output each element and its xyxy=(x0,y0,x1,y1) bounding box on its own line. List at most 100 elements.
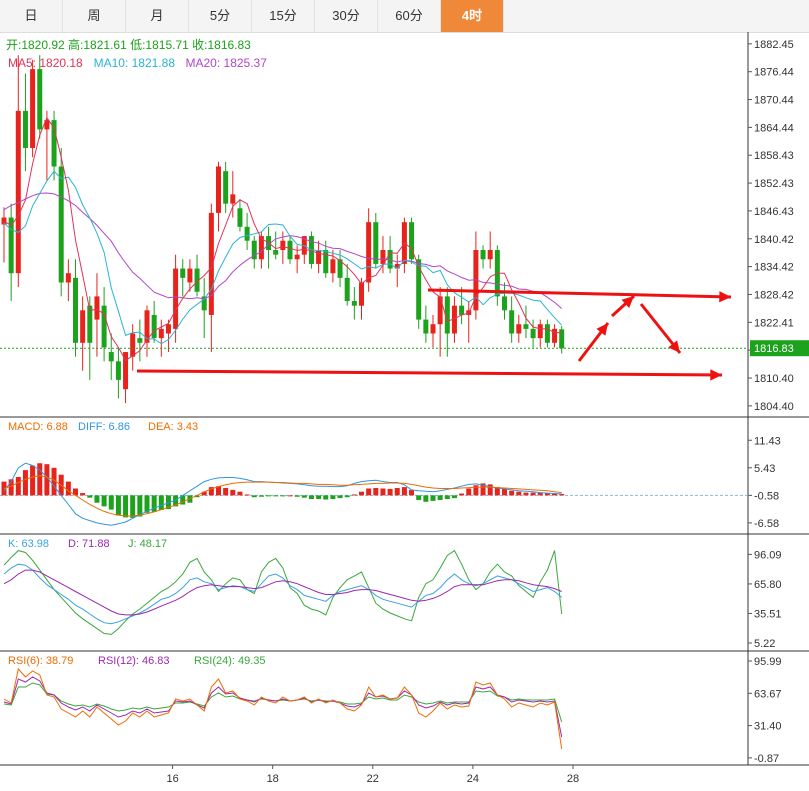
chart-canvas: 1882.45 1876.44 1870.44 1864.44 1858.43 1852.… xyxy=(0,32,809,785)
ma10-line xyxy=(3,170,563,345)
candle-body xyxy=(316,250,322,264)
macd-axis-tick-label: 5.43 xyxy=(754,463,775,475)
macd-bar xyxy=(509,490,515,496)
candle-body xyxy=(237,208,243,227)
kdj-axis-tick-label: 5.22 xyxy=(754,638,775,650)
candle-body xyxy=(108,352,114,362)
rsi12-line xyxy=(3,676,563,738)
kdj-legend-item: J: 48.17 xyxy=(128,538,167,550)
macd-bar xyxy=(258,495,264,497)
macd-bar xyxy=(459,493,465,496)
ma5-line xyxy=(3,116,562,362)
candle-body xyxy=(323,250,329,274)
macd-bar xyxy=(30,465,36,496)
kdj-axis-tick-label: 96.09 xyxy=(754,549,782,561)
candle-body xyxy=(87,305,93,343)
candle-body xyxy=(80,310,86,343)
macd-bar xyxy=(15,477,21,496)
macd-bar xyxy=(308,495,314,500)
macd-bar xyxy=(137,495,143,517)
macd-bar xyxy=(65,481,71,496)
macd-bar xyxy=(280,495,286,497)
candle-body xyxy=(22,110,28,148)
resistance-arrow-shaft xyxy=(427,288,732,299)
tab-4hour[interactable]: 4时 xyxy=(441,0,504,32)
candle-body xyxy=(165,324,171,334)
candle-body xyxy=(216,166,221,213)
candle-body xyxy=(430,324,436,334)
macd-bar xyxy=(37,463,43,496)
candle-body xyxy=(251,240,257,260)
macd-bar xyxy=(366,488,372,496)
price-axis-tick-label: 1822.41 xyxy=(754,317,794,329)
price-axis-tick-label: 1852.43 xyxy=(754,178,794,190)
macd-bar xyxy=(401,487,407,496)
tab-15min[interactable]: 15分 xyxy=(252,0,315,32)
macd-bar xyxy=(244,494,250,496)
macd-bar xyxy=(516,491,522,496)
macd-bar xyxy=(173,495,179,507)
price-axis-tick-label: 1858.43 xyxy=(754,150,794,162)
rsi6-line xyxy=(3,667,563,750)
price-axis-tick-label: 1810.40 xyxy=(754,373,794,385)
kdj-axis-tick-label: 35.51 xyxy=(754,608,782,620)
macd-bar xyxy=(409,489,415,496)
macd-bar xyxy=(559,493,565,496)
macd-legend-item: MACD: 6.88 xyxy=(8,421,68,433)
macd-bar xyxy=(123,495,129,518)
macd-legend-item: DIFF: 6.86 xyxy=(78,421,130,433)
candle-body xyxy=(423,319,429,334)
price-axis-tick-label: 1840.42 xyxy=(754,234,794,246)
ohlc-header: 开:1820.92 高:1821.61 低:1815.71 收:1816.83 xyxy=(6,37,251,52)
tab-month[interactable]: 月 xyxy=(126,0,189,32)
rsi-legend-item: RSI(24): 49.35 xyxy=(194,655,266,667)
candle-body xyxy=(509,310,515,334)
ma-legend-item: MA10: 1821.88 xyxy=(94,56,176,70)
macd-bar xyxy=(8,479,14,496)
tab-day[interactable]: 日 xyxy=(0,0,63,32)
candle-body xyxy=(409,222,415,260)
candle-body xyxy=(387,250,393,269)
price-axis-tick-label: 1834.42 xyxy=(754,262,794,274)
candle-body xyxy=(30,69,36,148)
candle-body xyxy=(337,259,343,278)
price-axis-tick-label: 1864.44 xyxy=(754,122,794,134)
candle-body xyxy=(537,324,543,339)
candle-body xyxy=(15,110,21,274)
tab-5min[interactable]: 5分 xyxy=(189,0,252,32)
candle-body xyxy=(394,263,400,269)
candle-body xyxy=(280,240,286,251)
candle-body xyxy=(480,250,486,260)
macd-bar xyxy=(480,483,486,496)
x-axis-tick-label: 22 xyxy=(367,773,379,785)
candle-body xyxy=(201,296,207,311)
macd-bar xyxy=(223,488,229,496)
tab-week[interactable]: 周 xyxy=(63,0,126,32)
breakout-arrow-head xyxy=(621,296,634,309)
last-price-tag xyxy=(750,340,809,357)
price-axis-tick-label: 1882.45 xyxy=(754,39,794,51)
rsi-axis-tick-label: 63.67 xyxy=(754,688,782,700)
macd-bar xyxy=(301,495,307,498)
tab-30min[interactable]: 30分 xyxy=(315,0,378,32)
macd-bar xyxy=(151,495,157,512)
candle-body xyxy=(73,277,78,343)
candle-body xyxy=(101,305,107,348)
macd-bar xyxy=(94,495,100,503)
candle-body xyxy=(65,273,71,283)
candle-body xyxy=(137,338,143,343)
candle-body xyxy=(151,314,157,339)
macd-bar xyxy=(552,493,558,496)
x-axis-tick-label: 16 xyxy=(166,773,178,785)
ma-legend-item: MA20: 1825.37 xyxy=(186,56,268,70)
price-axis-tick-label: 1804.40 xyxy=(754,401,794,413)
tab-60min[interactable]: 60分 xyxy=(378,0,441,32)
macd-bar xyxy=(523,492,529,496)
candle-body xyxy=(8,217,14,274)
candle-body xyxy=(487,250,493,260)
candle-body xyxy=(366,222,372,283)
kdj-j-line xyxy=(3,549,563,635)
macd-bar xyxy=(487,484,493,496)
price-axis-tick-label: 1828.42 xyxy=(754,289,794,301)
macd-bar xyxy=(494,487,500,496)
